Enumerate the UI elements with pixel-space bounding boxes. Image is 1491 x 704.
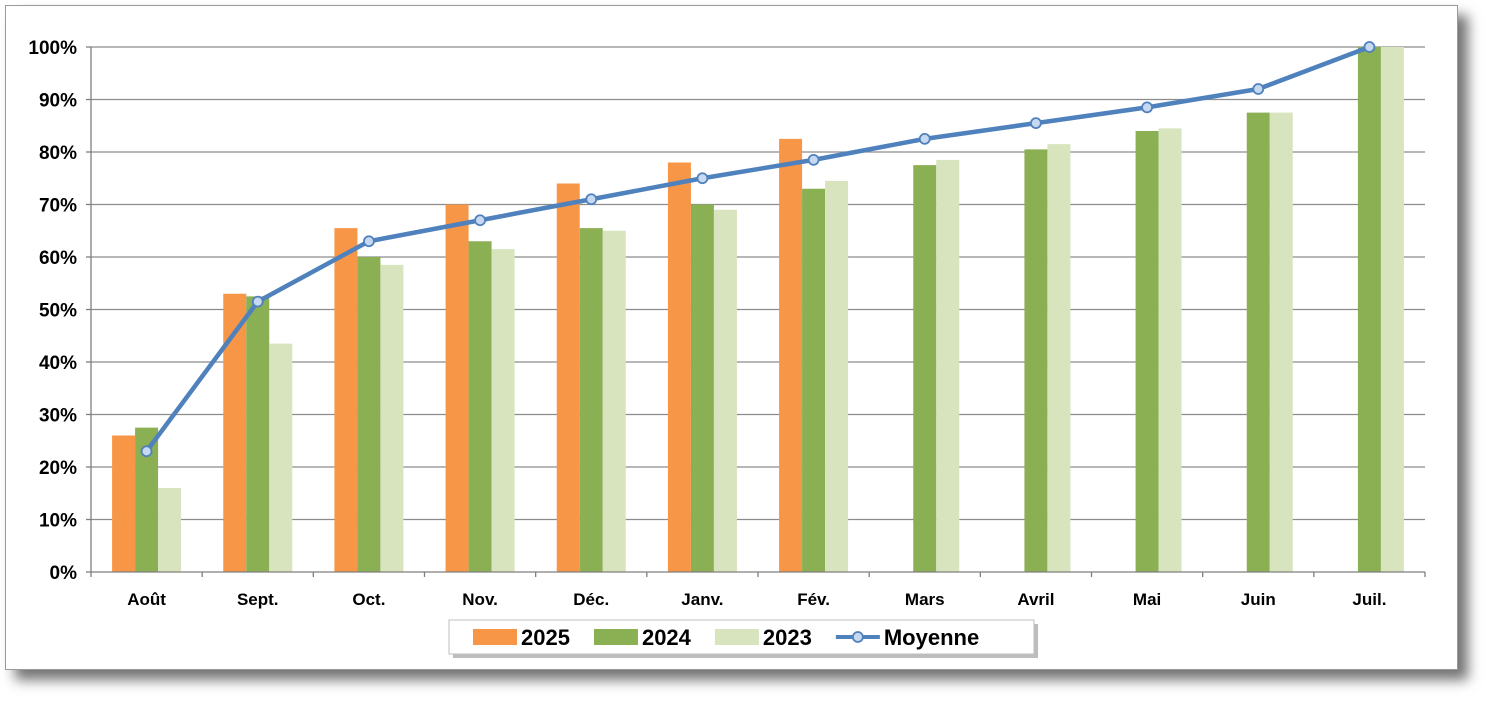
bar-2023: [825, 180, 849, 572]
bar-2023: [1047, 144, 1071, 572]
line-point: [1252, 83, 1265, 95]
x-tick-label: Oct.: [352, 590, 385, 609]
line-point: [696, 172, 709, 185]
bar-2025: [112, 435, 136, 572]
line-point: [474, 214, 486, 227]
legend-label: 2024: [642, 625, 692, 650]
chart-frame: 0% 10% 20% 30% 40% 50% 60% 70% 80% 90% 100% Août Sep…: [5, 5, 1458, 670]
bar-2025: [667, 162, 691, 572]
axes: 0% 10% 20% 30% 40% 50% 60% 70% 80% 90% 100% Août Sep…: [28, 38, 1426, 609]
bar-2024: [135, 427, 159, 572]
bar-2024: [690, 204, 714, 572]
y-tick-label: 60%: [39, 248, 77, 269]
legend: 2025 2024 2023 Moyenne: [448, 619, 1038, 658]
legend-label: Moyenne: [884, 625, 979, 650]
bar-2024: [913, 165, 937, 572]
bars: [112, 47, 1404, 572]
x-tick-label: Avril: [1017, 590, 1054, 609]
bar-2024: [802, 188, 826, 572]
y-tick-label: 90%: [39, 91, 77, 112]
y-tick-label: 10%: [39, 511, 77, 532]
x-tick-label: Août: [127, 590, 166, 609]
legend-label: 2023: [763, 625, 812, 650]
y-tick-label: 100%: [28, 38, 77, 59]
bar-2024: [357, 257, 381, 572]
line-point: [918, 132, 931, 145]
bar-2023: [936, 159, 960, 572]
y-tick-label: 50%: [39, 301, 77, 322]
x-tick-label: Mai: [1133, 590, 1161, 609]
x-tick-label: Sept.: [237, 590, 279, 609]
y-tick-label: 70%: [39, 196, 77, 217]
x-tick-label: Juin: [1241, 590, 1276, 609]
bar-2024: [1357, 47, 1381, 572]
bar-2025: [779, 138, 803, 572]
line-point: [363, 235, 375, 248]
bar-2023: [1269, 112, 1293, 572]
bar-2025: [445, 204, 469, 572]
x-tick-label: Mars: [905, 590, 945, 609]
bar-2023: [1158, 128, 1182, 572]
line-point: [585, 193, 598, 206]
bar-2023: [380, 264, 404, 572]
bar-2024: [1024, 149, 1048, 572]
y-tick-label: 30%: [39, 406, 77, 427]
x-tick-label: Juil.: [1352, 590, 1386, 609]
bar-2024: [1246, 112, 1270, 572]
y-tick-label: 40%: [39, 353, 77, 374]
y-tick-label: 0%: [50, 563, 78, 584]
legend-label: 2025: [521, 625, 570, 650]
line-point: [807, 153, 820, 166]
bar-2023: [713, 209, 737, 572]
bar-2024: [468, 241, 492, 572]
bar-2023: [1380, 47, 1404, 572]
x-tick-label: Nov.: [462, 590, 498, 609]
bar-2024: [1135, 131, 1159, 572]
line-point: [1141, 101, 1153, 114]
legend-swatch: [714, 629, 759, 645]
line-point: [1030, 117, 1042, 130]
bar-2025: [556, 183, 580, 572]
chart-svg: 0% 10% 20% 30% 40% 50% 60% 70% 80% 90% 100% Août Sep…: [28, 38, 1426, 658]
bar-2023: [491, 249, 515, 572]
bar-2025: [223, 293, 247, 572]
legend-marker: [851, 631, 864, 643]
line-point: [251, 295, 264, 308]
line-point: [140, 445, 153, 458]
bar-2024: [246, 296, 270, 572]
line-point: [1363, 41, 1376, 53]
bar-2025: [334, 228, 358, 572]
average-line: [140, 41, 1376, 458]
y-tick-label: 20%: [39, 458, 77, 479]
x-tick-label: Déc.: [573, 590, 609, 609]
x-tick-label: Janv.: [681, 590, 723, 609]
x-tick-label: Fév.: [797, 590, 830, 609]
legend-swatch: [473, 629, 517, 645]
y-tick-label: 80%: [39, 143, 77, 164]
bar-2023: [269, 343, 293, 572]
gridlines: [91, 46, 1425, 521]
line-Moyenne: [144, 44, 1371, 453]
bar-2023: [602, 230, 626, 572]
bar-2024: [579, 228, 603, 572]
bar-2023: [158, 488, 182, 572]
legend-swatch: [593, 629, 638, 645]
